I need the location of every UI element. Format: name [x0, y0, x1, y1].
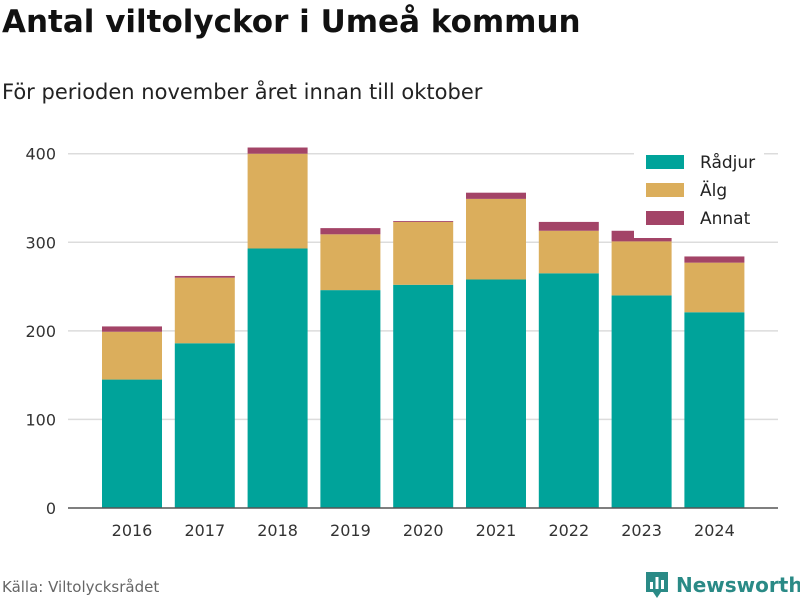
bar-segment-annat: [174, 275, 235, 278]
x-tick-label: 2019: [330, 521, 371, 540]
bar-segment-annat: [102, 326, 162, 332]
legend-swatch-älg: [646, 183, 684, 197]
y-tick-label: 0: [46, 499, 56, 518]
x-tick-label: 2016: [112, 521, 153, 540]
legend-label: Rådjur: [700, 152, 755, 173]
legend: Rådjur Älg Annat: [634, 146, 764, 238]
bar-segment-annat: [247, 147, 308, 154]
bar-segment-rådjur: [611, 295, 672, 508]
bar-segment-älg: [538, 230, 599, 274]
x-tick-label: 2022: [548, 521, 589, 540]
bar-segment-älg: [247, 153, 308, 249]
source-note: Källa: Viltolycksrådet: [2, 578, 160, 596]
bar-segment-rådjur: [320, 290, 381, 508]
x-tick-label: 2021: [476, 521, 517, 540]
bar-segment-rådjur: [393, 284, 454, 508]
bar-segment-rådjur: [247, 248, 308, 508]
chart-subtitle: För perioden november året innan till ok…: [2, 80, 483, 104]
bar-segment-rådjur: [684, 312, 745, 508]
bar-segment-älg: [174, 277, 235, 344]
y-tick-label: 300: [25, 233, 56, 252]
bar-segment-älg: [393, 221, 454, 285]
legend-label: Älg: [700, 180, 727, 201]
bars: [102, 147, 745, 508]
x-tick-label: 2023: [621, 521, 662, 540]
x-tick-label: 2020: [403, 521, 444, 540]
x-tick-label: 2017: [184, 521, 225, 540]
x-tick-label: 2024: [694, 521, 735, 540]
bar-segment-rådjur: [102, 379, 162, 508]
legend-swatch-rådjur: [646, 155, 684, 169]
legend-swatch-annat: [646, 211, 684, 225]
brand-logo: Newsworthy: [644, 570, 800, 600]
bar-segment-rådjur: [538, 273, 599, 508]
bar-segment-annat: [684, 256, 745, 263]
bar-segment-annat: [320, 228, 381, 235]
bar-segment-älg: [684, 262, 745, 313]
bar-segment-älg: [466, 198, 526, 280]
brand-name: Newsworthy: [676, 573, 800, 597]
bar-segment-annat: [466, 192, 526, 199]
y-tick-label: 200: [25, 322, 56, 341]
legend-label: Annat: [700, 209, 751, 229]
x-tick-label: 2018: [257, 521, 298, 540]
bar-segment-rådjur: [466, 279, 526, 508]
bar-segment-älg: [102, 331, 162, 380]
bar-segment-annat: [393, 221, 454, 222]
chart-title: Antal viltolyckor i Umeå kommun: [2, 4, 581, 40]
bar-segment-rådjur: [174, 343, 235, 508]
y-tick-label: 100: [25, 410, 56, 429]
bar-segment-älg: [320, 234, 381, 291]
bar-chart-flag-icon: [646, 572, 668, 598]
axes: 0 100 200 300 400 2016 2017 2018 2019 2020 2021 202…: [25, 145, 778, 540]
bar-segment-älg: [611, 241, 672, 296]
y-tick-label: 400: [25, 145, 56, 164]
bar-segment-annat: [538, 221, 599, 231]
